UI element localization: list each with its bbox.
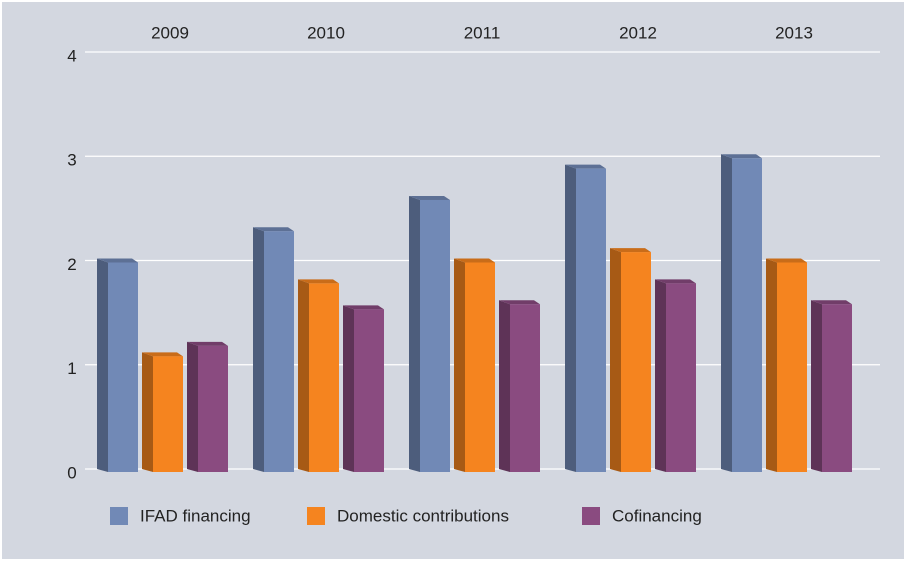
bar-side	[610, 248, 621, 472]
bar-top	[298, 279, 339, 284]
bar-top	[454, 258, 495, 263]
bar	[309, 283, 339, 472]
bar-side	[766, 258, 777, 472]
bar-3d	[298, 279, 339, 472]
bar-side	[343, 305, 354, 472]
bar-3d	[655, 279, 696, 472]
bar-side	[187, 341, 198, 472]
y-tick-label: 1	[67, 359, 76, 378]
bar	[420, 199, 450, 472]
bar-top	[655, 279, 696, 284]
legend-label: Cofinancing	[612, 506, 702, 525]
legend-swatch	[582, 507, 600, 525]
bar-side	[298, 279, 309, 472]
bar-side	[721, 154, 732, 472]
bar-side	[409, 195, 420, 472]
bar	[510, 304, 540, 472]
bar-top	[97, 258, 138, 263]
bar-top	[409, 195, 450, 200]
bar	[576, 168, 606, 473]
y-tick-label: 0	[67, 463, 76, 482]
bar	[354, 309, 384, 472]
bar	[198, 345, 228, 472]
bar-3d	[187, 341, 228, 472]
bar-top	[565, 164, 606, 169]
bar-3d	[565, 164, 606, 473]
bar-3d	[499, 300, 540, 472]
bar-top	[187, 341, 228, 346]
bar-3d	[766, 258, 807, 472]
bar-3d	[610, 248, 651, 472]
legend-swatch	[307, 507, 325, 525]
bar	[666, 283, 696, 472]
bar-3d	[343, 305, 384, 472]
bar-3d	[409, 195, 450, 472]
bar-top	[253, 227, 294, 232]
bar	[108, 262, 138, 472]
bar-3d	[811, 300, 852, 472]
bar	[621, 252, 651, 472]
bar-side	[655, 279, 666, 472]
bar-3d	[142, 352, 183, 472]
bar	[264, 231, 294, 472]
bar-side	[454, 258, 465, 472]
y-tick-label: 3	[67, 151, 76, 170]
bar-side	[142, 352, 153, 472]
bar-top	[142, 352, 183, 357]
legend-swatch	[110, 507, 128, 525]
legend-label: Domestic contributions	[337, 506, 509, 525]
bar	[732, 158, 762, 472]
bar-3d	[253, 227, 294, 472]
bar-top	[343, 305, 384, 310]
bar	[822, 304, 852, 472]
x-tick-label: 2011	[464, 23, 501, 42]
bar-side	[253, 227, 264, 472]
bar-top	[766, 258, 807, 263]
bar-side	[499, 300, 510, 472]
bar-side	[97, 258, 108, 472]
x-tick-label: 2010	[307, 23, 345, 42]
bar-top	[610, 248, 651, 253]
y-tick-label: 4	[67, 46, 76, 65]
bar-side	[811, 300, 822, 472]
bar-top	[811, 300, 852, 305]
bar-3d	[97, 258, 138, 472]
legend-label: IFAD financing	[140, 506, 251, 525]
x-tick-label: 2009	[151, 23, 189, 42]
bar-top	[721, 154, 762, 159]
x-tick-label: 2013	[775, 23, 813, 42]
x-tick-label: 2012	[619, 23, 657, 42]
bar-3d	[454, 258, 495, 472]
bar	[777, 262, 807, 472]
bar	[153, 356, 183, 472]
y-tick-label: 2	[67, 255, 76, 274]
bar-3d	[721, 154, 762, 472]
bar-top	[499, 300, 540, 305]
bar	[465, 262, 495, 472]
bar-side	[565, 164, 576, 473]
